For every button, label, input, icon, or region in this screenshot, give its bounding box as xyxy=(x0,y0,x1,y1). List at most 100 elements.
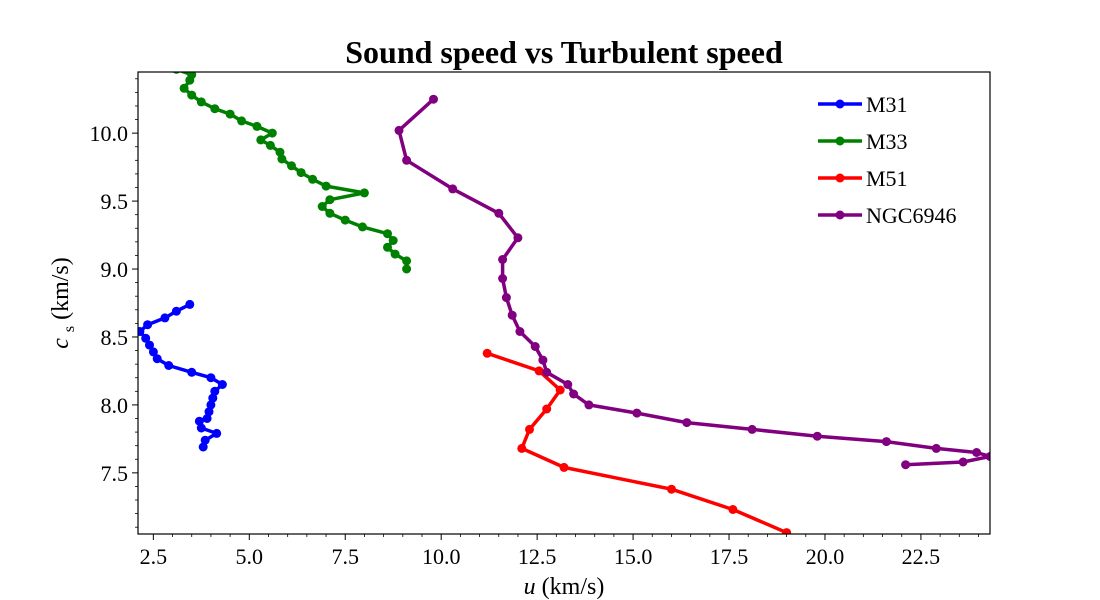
data-point-m33 xyxy=(185,75,195,85)
y-tick-label: 9.0 xyxy=(101,257,129,282)
x-tick-label: 5.0 xyxy=(236,544,264,569)
legend-label-m51: M51 xyxy=(866,166,908,191)
data-point-m33 xyxy=(321,181,331,191)
data-point-ngc6946 xyxy=(747,424,757,434)
data-point-m33 xyxy=(340,215,350,225)
data-point-ngc6946 xyxy=(507,310,517,320)
y-tick-label: 10.0 xyxy=(90,121,129,146)
data-point-m51 xyxy=(534,366,544,376)
x-axis-label-symbol: u xyxy=(524,574,536,600)
data-point-m33 xyxy=(187,90,197,100)
data-point-m31 xyxy=(138,327,145,336)
x-tick-label: 17.5 xyxy=(710,544,749,569)
data-point-m31 xyxy=(217,380,227,389)
data-point-m31 xyxy=(148,347,158,357)
data-point-m31 xyxy=(212,428,222,438)
x-tick-label: 22.5 xyxy=(902,544,941,569)
legend-marker-m51 xyxy=(835,173,845,183)
data-point-m51 xyxy=(782,528,792,534)
legend-marker-m31 xyxy=(835,99,845,109)
x-tick-label: 7.5 xyxy=(331,544,359,569)
x-axis-label: u (km/s) xyxy=(524,574,605,600)
series-line-m51 xyxy=(486,351,788,534)
data-point-m31 xyxy=(185,299,195,309)
data-point-ngc6946 xyxy=(812,431,822,441)
x-axis-label-unit: (km/s) xyxy=(542,574,605,600)
data-point-m51 xyxy=(525,424,534,434)
data-point-m31 xyxy=(200,435,210,445)
plot-area xyxy=(138,72,990,534)
data-point-m31 xyxy=(196,423,206,433)
data-point-m33 xyxy=(359,188,369,198)
data-point-m51 xyxy=(555,385,565,395)
x-tick-label: 15.0 xyxy=(614,544,653,569)
legend-label-m33: M33 xyxy=(866,129,908,154)
legend: M31 M33 M51 NGC6946 xyxy=(818,92,956,228)
data-point-m33 xyxy=(252,121,262,131)
data-point-ngc6946 xyxy=(958,457,968,467)
data-point-ngc6946 xyxy=(429,94,438,104)
data-point-m33 xyxy=(275,147,285,157)
data-point-ngc6946 xyxy=(538,355,548,365)
y-tick-label: 7.5 xyxy=(101,461,129,486)
data-point-ngc6946 xyxy=(530,342,540,351)
data-point-m31 xyxy=(198,442,208,452)
data-point-m33 xyxy=(179,83,189,93)
data-point-m31 xyxy=(143,320,153,330)
data-point-ngc6946 xyxy=(584,400,594,410)
data-point-m31 xyxy=(210,386,220,396)
data-point-ngc6946 xyxy=(682,418,692,428)
data-point-m33 xyxy=(256,135,266,145)
data-point-m33 xyxy=(277,154,287,164)
y-axis-label-subscript: s xyxy=(61,326,78,332)
data-point-m33 xyxy=(196,97,206,107)
y-axis: 7.5 8.0 8.5 9.0 9.5 10.0 xyxy=(90,78,138,528)
x-tick-label: 20.0 xyxy=(806,544,845,569)
data-point-m31 xyxy=(202,414,212,423)
data-point-m51 xyxy=(517,443,527,453)
data-point-ngc6946 xyxy=(985,452,990,461)
data-point-ngc6946 xyxy=(515,327,525,336)
data-point-m33 xyxy=(237,116,247,126)
data-point-m33 xyxy=(308,174,318,184)
data-point-m31 xyxy=(187,367,197,377)
chart-title: Sound speed vs Turbulent speed xyxy=(345,34,783,70)
data-point-ngc6946 xyxy=(501,293,511,303)
data-point-m31 xyxy=(208,393,218,403)
data-point-m31 xyxy=(145,340,154,350)
data-point-m33 xyxy=(267,128,277,138)
data-point-ngc6946 xyxy=(494,208,504,218)
data-point-ngc6946 xyxy=(498,274,508,283)
legend-label-m31: M31 xyxy=(866,92,908,117)
data-point-ngc6946 xyxy=(931,443,941,453)
legend-marker-m33 xyxy=(835,136,845,146)
data-point-m33 xyxy=(287,161,296,171)
data-point-ngc6946 xyxy=(563,380,573,389)
data-point-m51 xyxy=(482,348,492,358)
data-point-ngc6946 xyxy=(498,255,508,264)
data-point-m33 xyxy=(317,202,327,211)
data-point-m33 xyxy=(296,168,306,178)
data-point-m33 xyxy=(325,208,335,218)
data-point-m31 xyxy=(164,361,174,370)
data-point-m33 xyxy=(388,236,398,245)
data-point-m51 xyxy=(542,404,552,414)
y-axis-label: c s (km/s) xyxy=(48,257,80,349)
data-point-m33 xyxy=(225,109,235,119)
x-tick-label: 10.0 xyxy=(422,544,461,569)
data-point-ngc6946 xyxy=(901,460,911,470)
data-point-ngc6946 xyxy=(632,408,642,418)
data-point-ngc6946 xyxy=(569,389,579,399)
data-point-m31 xyxy=(194,416,204,426)
x-tick-label: 2.5 xyxy=(140,544,168,569)
data-point-ngc6946 xyxy=(402,155,412,165)
data-point-ngc6946 xyxy=(448,184,458,194)
data-point-m33 xyxy=(265,140,275,150)
legend-label-ngc6946: NGC6946 xyxy=(866,203,956,228)
data-point-ngc6946 xyxy=(394,125,404,135)
legend-marker-ngc6946 xyxy=(835,210,845,220)
data-point-m33 xyxy=(390,249,400,259)
y-axis-label-unit: (km/s) xyxy=(48,257,74,320)
series-line-ngc6946 xyxy=(397,97,990,467)
